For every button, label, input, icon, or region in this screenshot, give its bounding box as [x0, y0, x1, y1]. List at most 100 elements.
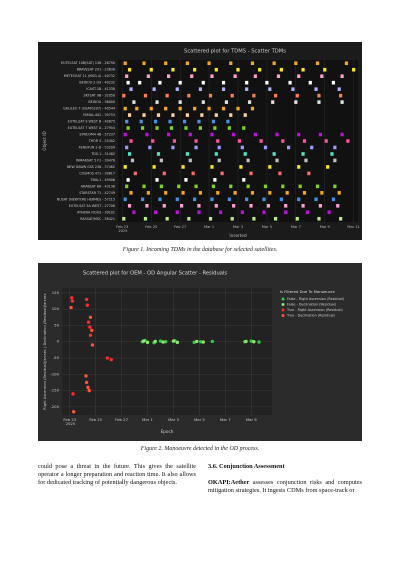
data-point [158, 80, 162, 85]
bold-term: OKAPI:Aether [208, 479, 250, 486]
data-point [139, 119, 143, 124]
data-point [210, 74, 214, 78]
data-point [233, 191, 237, 195]
data-point [275, 158, 279, 163]
data-point [194, 184, 198, 189]
y-tick-label: FENGYUN 2-D - 53209 [79, 145, 115, 149]
data-point [320, 191, 324, 195]
y-tick-label: EUTELSAT 7 WEST A - 27954 [68, 126, 115, 130]
x-axis-label: Epoch [161, 429, 174, 434]
data-point [271, 100, 275, 104]
data-point [301, 67, 305, 72]
data-point [337, 191, 341, 195]
data-point [155, 178, 159, 182]
data-point [246, 158, 250, 163]
legend-label: False - Right Ascension (Residual) [287, 297, 345, 301]
y-tick-label: NEW DAWN GSS 236 - 37462 [67, 165, 115, 169]
x-tick-label: Feb 25 [145, 225, 157, 229]
data-point [229, 113, 233, 117]
data-point [214, 113, 218, 117]
x-tick-label: Mar 9 [246, 417, 257, 422]
data-point [346, 139, 350, 143]
data-point [180, 204, 184, 208]
data-point [326, 165, 330, 169]
legend-marker [281, 297, 285, 301]
data-point [169, 126, 174, 130]
data-point [141, 339, 146, 343]
x-tick-label: Mar 1 [204, 225, 214, 229]
data-point [123, 106, 127, 111]
data-point [285, 191, 289, 195]
data-point [153, 119, 158, 124]
section-heading: 3.6. Conjunction Assessment [208, 463, 285, 470]
data-point [297, 132, 301, 137]
data-point [272, 61, 276, 66]
data-point [230, 93, 234, 98]
data-point [340, 74, 344, 78]
data-point [291, 87, 295, 91]
y-tick-label: TDS-1 - 31482 [90, 152, 115, 156]
data-point [125, 74, 129, 78]
data-point [171, 339, 176, 343]
data-point [201, 80, 205, 85]
data-point [245, 80, 249, 85]
data-point [265, 80, 269, 85]
legend-marker [281, 314, 285, 317]
data-point [221, 80, 226, 85]
data-point [201, 340, 205, 344]
data-point [200, 113, 204, 117]
data-point [181, 191, 185, 195]
data-point [153, 339, 158, 344]
data-point [123, 197, 127, 202]
data-point [188, 158, 192, 163]
data-point [327, 210, 331, 215]
data-point [145, 132, 149, 137]
data-point [220, 171, 224, 176]
data-point [135, 106, 139, 111]
data-point [211, 184, 216, 189]
data-point [193, 67, 197, 72]
data-point [333, 145, 337, 150]
y-tick-label: BRAVESAT 2V1 - 23638 [77, 68, 115, 72]
x-tick-label: Mar 3 [168, 417, 179, 422]
data-point [339, 93, 343, 98]
data-point [217, 158, 221, 163]
data-point [249, 171, 253, 176]
data-point [167, 132, 171, 137]
y-tick-label: YAMAL-402 - 39753 [83, 113, 115, 117]
data-point [191, 171, 195, 176]
caption: Figure 2. Manoeuvre detected in the OD p… [140, 446, 260, 452]
data-point [126, 126, 130, 130]
chart-title: Scattered plot for OEM - OD Angular Scat… [83, 271, 227, 277]
y-tick-label: EUTELSAT 10B(SAT) 136 - 26790 [61, 61, 115, 65]
data-point [188, 132, 192, 137]
data-point [305, 210, 309, 215]
y-tick-label: BEIDOU - 36000 [88, 100, 115, 104]
x-tick-label: Mar 7 [291, 225, 301, 229]
data-point [127, 113, 132, 117]
data-point [301, 204, 305, 208]
y-tick-label: ATHENA FIDUS - 39101 [77, 210, 115, 214]
data-point [155, 126, 159, 130]
data-point [252, 216, 256, 221]
data-point [194, 145, 198, 150]
data-point [129, 191, 133, 195]
data-point [85, 303, 89, 307]
data-point [184, 178, 188, 182]
data-point [304, 158, 308, 163]
data-point [155, 100, 159, 104]
data-point [214, 67, 218, 72]
data-point [86, 320, 91, 324]
data-point [88, 315, 93, 320]
data-point [318, 132, 323, 137]
data-point [317, 216, 321, 221]
data-point [165, 93, 169, 98]
data-point [125, 145, 129, 150]
data-point [178, 100, 182, 104]
data-point [263, 145, 268, 150]
x-tick-label: Mar 5 [262, 225, 272, 229]
data-point [130, 158, 135, 163]
data-point [86, 385, 90, 390]
data-point [227, 197, 231, 202]
data-point [122, 216, 126, 221]
